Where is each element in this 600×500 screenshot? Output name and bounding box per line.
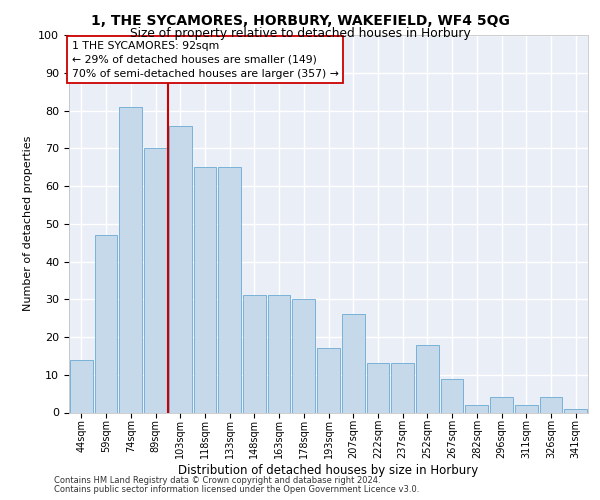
Bar [169, 126, 191, 412]
Bar [564, 408, 587, 412]
Text: 1, THE SYCAMORES, HORBURY, WAKEFIELD, WF4 5QG: 1, THE SYCAMORES, HORBURY, WAKEFIELD, WF… [91, 14, 509, 28]
Bar [466, 405, 488, 412]
Bar [144, 148, 167, 412]
Bar [119, 106, 142, 412]
Bar [515, 405, 538, 412]
Bar [268, 296, 290, 412]
Bar [218, 167, 241, 412]
Bar [539, 398, 562, 412]
Bar [490, 398, 513, 412]
Bar [367, 364, 389, 412]
Bar [416, 344, 439, 412]
Text: Contains HM Land Registry data © Crown copyright and database right 2024.: Contains HM Land Registry data © Crown c… [54, 476, 380, 485]
Y-axis label: Number of detached properties: Number of detached properties [23, 136, 33, 312]
Bar [342, 314, 365, 412]
X-axis label: Distribution of detached houses by size in Horbury: Distribution of detached houses by size … [178, 464, 479, 477]
Bar [194, 167, 216, 412]
Text: 1 THE SYCAMORES: 92sqm
← 29% of detached houses are smaller (149)
70% of semi-de: 1 THE SYCAMORES: 92sqm ← 29% of detached… [71, 40, 338, 78]
Text: Contains public sector information licensed under the Open Government Licence v3: Contains public sector information licen… [54, 485, 419, 494]
Bar [292, 299, 315, 412]
Bar [243, 296, 266, 412]
Bar [391, 364, 414, 412]
Bar [317, 348, 340, 412]
Bar [70, 360, 93, 412]
Bar [441, 378, 463, 412]
Text: Size of property relative to detached houses in Horbury: Size of property relative to detached ho… [130, 28, 470, 40]
Bar [95, 235, 118, 412]
